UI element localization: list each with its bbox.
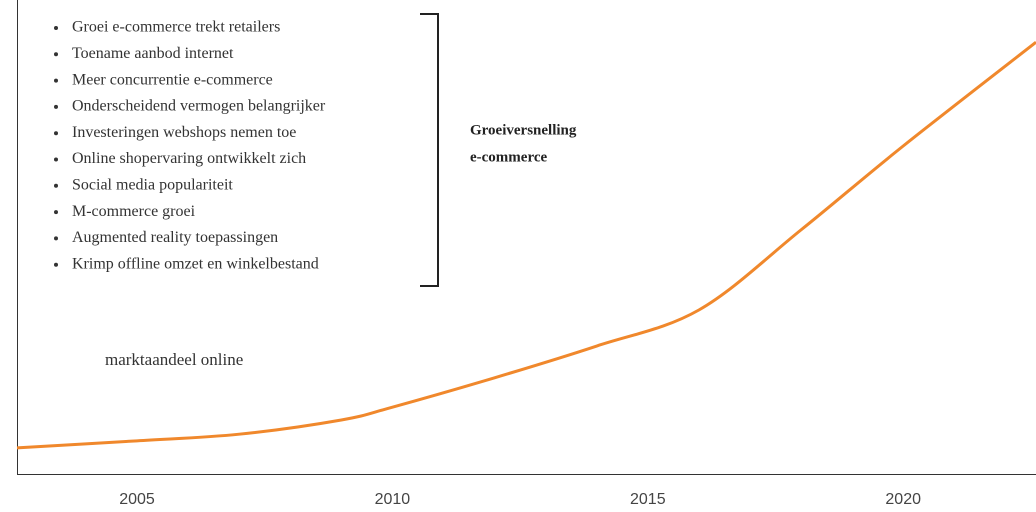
- bullet-text: Onderscheidend vermogen belangrijker: [72, 98, 326, 115]
- bullet-text: M-commerce groei: [72, 203, 196, 220]
- annotation: Groeiversnelling: [470, 122, 577, 138]
- bullet: [54, 78, 58, 83]
- bullet: [54, 236, 58, 241]
- line: [16, 41, 1036, 450]
- bullet: [54, 262, 58, 267]
- bullet-text: Social media populariteit: [72, 176, 233, 193]
- x-tick-label: 2015: [630, 491, 666, 508]
- bullet-text: Krimp offline omzet en winkelbestand: [72, 255, 319, 272]
- x-tick-label: 2005: [119, 491, 155, 508]
- bullet: [54, 157, 58, 162]
- bullet-text: Groei e-commerce trekt retailers: [72, 19, 280, 36]
- annotation: e-commerce: [470, 149, 548, 165]
- bullet-text: Online shopervaring ontwikkelt zich: [72, 150, 306, 167]
- bullet: [54, 104, 58, 109]
- bracket: [420, 13, 439, 287]
- bullet-text: Investeringen webshops nemen toe: [72, 124, 296, 141]
- bullet-text: Meer concurrentie e-commerce: [72, 71, 273, 88]
- bullet: [54, 131, 58, 136]
- bullet: [54, 210, 58, 215]
- x-tick-label: 2010: [375, 491, 411, 508]
- series-label: marktaandeel online: [105, 350, 243, 369]
- x-tick-label: 2020: [885, 491, 921, 508]
- bullet-text: Augmented reality toepassingen: [72, 229, 278, 246]
- bullet: [54, 26, 58, 30]
- bullet-text: Toename aanbod internet: [72, 45, 234, 62]
- bullet: [54, 183, 58, 188]
- bullet: [54, 52, 58, 57]
